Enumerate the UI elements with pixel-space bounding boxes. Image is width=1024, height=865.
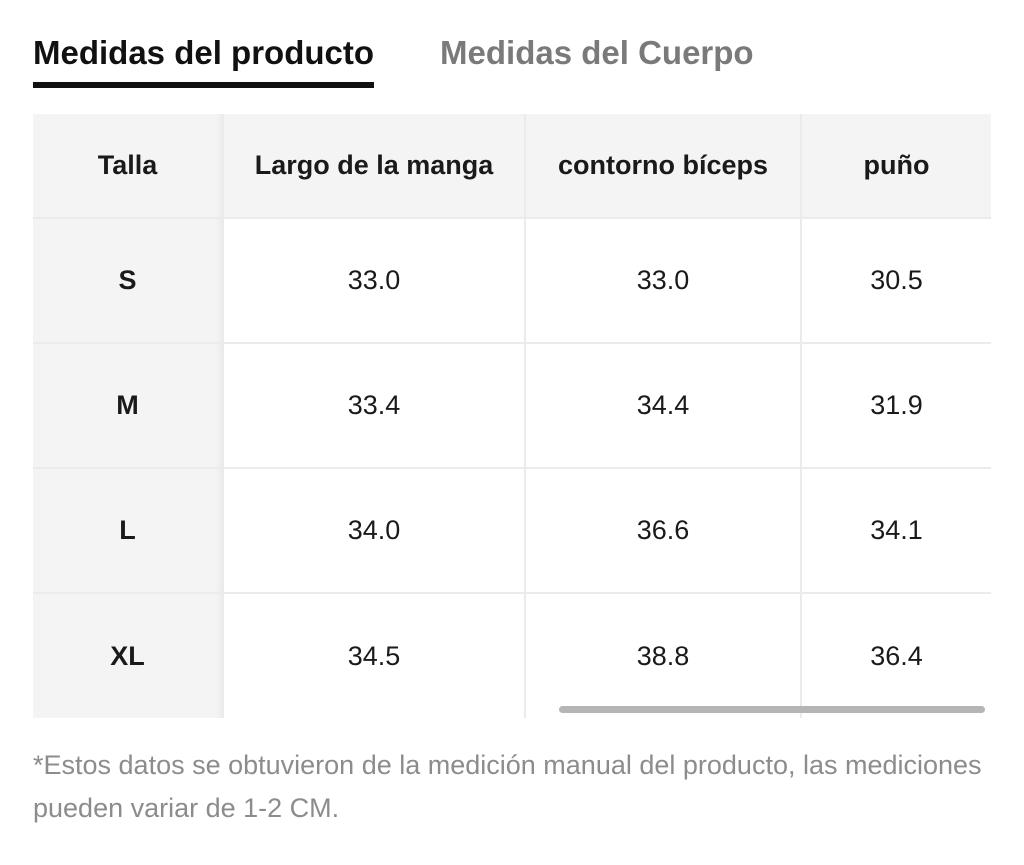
tab-body-measurements[interactable]: Medidas del Cuerpo xyxy=(440,34,754,71)
column-header-sleeve-length: Largo de la manga xyxy=(223,114,526,219)
table-row: M 33.4 34.4 31.9 xyxy=(33,343,991,469)
table-cell: 33.0 xyxy=(223,218,526,344)
size-table-container: Talla Largo de la manga contorno bíceps … xyxy=(33,114,991,720)
tab-product-measurements[interactable]: Medidas del producto xyxy=(33,30,375,88)
column-header-size: Talla xyxy=(33,114,224,219)
table-row: XL 34.5 38.8 36.4 xyxy=(33,593,991,718)
size-cell: M xyxy=(33,343,224,469)
size-cell: L xyxy=(33,468,224,594)
size-tabs: Medidas del producto Medidas del Cuerpo xyxy=(33,30,754,88)
table-cell: 36.6 xyxy=(525,468,802,594)
horizontal-scrollbar[interactable] xyxy=(559,706,985,713)
table-row: L 34.0 36.6 34.1 xyxy=(33,468,991,594)
table-cell: 34.0 xyxy=(223,468,526,594)
table-cell: 33.0 xyxy=(525,218,802,344)
column-header-cuff: puño xyxy=(801,114,991,219)
table-row: S 33.0 33.0 30.5 xyxy=(33,218,991,344)
table-cell: 36.4 xyxy=(801,593,991,718)
table-cell: 38.8 xyxy=(525,593,802,718)
column-header-bicep: contorno bíceps xyxy=(525,114,802,219)
table-header-row: Talla Largo de la manga contorno bíceps … xyxy=(33,114,991,219)
size-table: Talla Largo de la manga contorno bíceps … xyxy=(33,114,991,718)
table-cell: 34.5 xyxy=(223,593,526,718)
size-cell: S xyxy=(33,218,224,344)
measurement-note: *Estos datos se obtuvieron de la medició… xyxy=(33,750,982,823)
table-cell: 34.4 xyxy=(525,343,802,469)
table-cell: 34.1 xyxy=(801,468,991,594)
table-cell: 31.9 xyxy=(801,343,991,469)
size-cell: XL xyxy=(33,593,224,718)
table-cell: 30.5 xyxy=(801,218,991,344)
table-cell: 33.4 xyxy=(223,343,526,469)
